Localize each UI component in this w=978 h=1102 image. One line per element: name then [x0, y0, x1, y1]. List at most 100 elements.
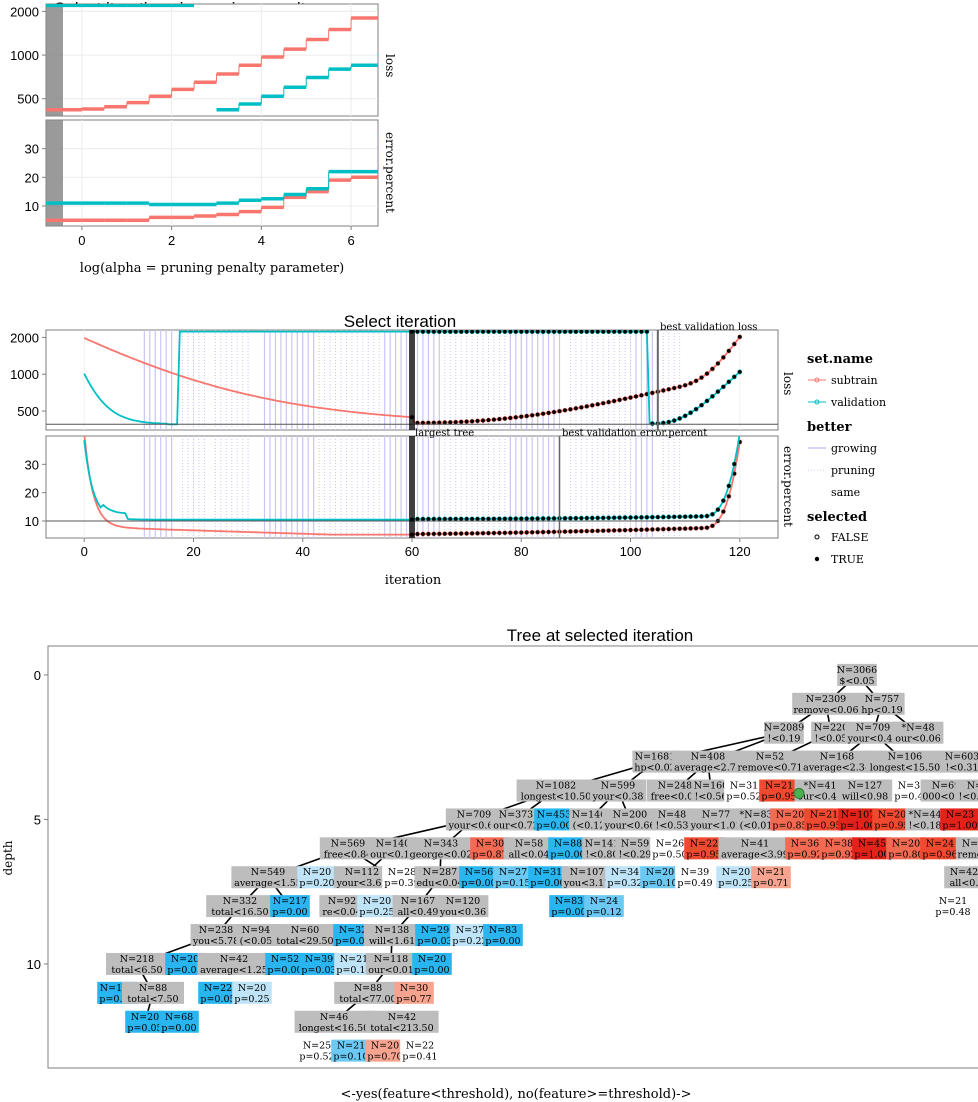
tree-node-split: p=0.80 [888, 849, 923, 860]
tree-node-box [819, 837, 859, 860]
validation-error-point [535, 516, 541, 521]
tree-node-count: N=140 [376, 838, 410, 849]
tree-node-split: p=0.95 [761, 792, 796, 803]
tree-node: N=21p=0.95 [804, 808, 844, 831]
tree-node-count: N=106 [888, 752, 922, 763]
tree-node-split: all<0.04 [509, 849, 550, 860]
tree-node-count: N=569 [331, 838, 365, 849]
tree-node-box [297, 1039, 337, 1062]
validation-error-point [486, 516, 491, 522]
tree-node-count: N=127 [848, 781, 882, 792]
chart1-selected-band-loss [46, 4, 63, 116]
tree-node-box [933, 895, 973, 918]
tree-node: N=21p=0.71 [751, 866, 791, 889]
tree-node-count: N=26 [656, 838, 684, 849]
tree-node-split: remove<0.06 [794, 705, 859, 716]
y-tick-label: 20 [25, 486, 39, 501]
tree-node-box [691, 779, 731, 802]
tree-node-split: !<0.53 [656, 820, 689, 831]
tree-node-count: N=58 [515, 838, 543, 849]
legend-better-title: better [807, 420, 852, 435]
validation-loss-point [524, 330, 530, 335]
validation-error-point [628, 515, 633, 520]
tree-node-split: p=1.00 [854, 849, 889, 860]
chart2-title: Select iteration [344, 312, 456, 331]
tree-node-count: N=21 [939, 896, 967, 907]
subtrain-loss-point [622, 396, 628, 402]
validation-loss-point [737, 369, 743, 375]
validation-loss-point [486, 330, 491, 335]
subtrain-error-point [518, 530, 524, 535]
tree-node-split: p=0.00 [267, 965, 302, 976]
tree-node-split: (<0.05 [240, 936, 273, 947]
tree-node-box [331, 1039, 371, 1062]
tree-node: N=22p=0.95 [684, 837, 724, 860]
tree-node-count: N=20 [878, 809, 906, 820]
tree-node-box [800, 750, 874, 773]
tree-node-split: !<0.80 [586, 849, 619, 860]
subtrain-error-point [628, 527, 633, 533]
tree-node-box [490, 808, 542, 831]
validation-error-point [606, 515, 612, 521]
subtrain-loss-point [715, 360, 721, 366]
tree-node: N=146(<0.12 [569, 808, 609, 831]
validation-error-point [496, 516, 502, 522]
tree-node-count: N=2309 [806, 694, 846, 705]
subtrain-loss-point [671, 385, 677, 391]
validation-error-point [693, 514, 699, 519]
tree-node-box [503, 837, 555, 860]
validation-loss-point [688, 410, 694, 416]
tree-node-split: our<0.06 [895, 734, 941, 745]
tree-node-count: N=709 [856, 723, 890, 734]
validation-loss-point [447, 330, 453, 335]
tree-node: N=20p=0.20 [297, 866, 337, 889]
subtrain-loss-point [688, 380, 694, 386]
x-tick-label: 40 [296, 544, 310, 559]
y-tick-label: 20 [25, 170, 39, 185]
tree-node-count: N=20 [646, 867, 674, 878]
tree-node-box [414, 866, 466, 889]
validation-error-point [633, 514, 639, 520]
tree-node-split: p=0.25 [718, 878, 753, 889]
tree-node-box [671, 750, 745, 773]
tree-node-split: p=0.00 [414, 965, 449, 976]
subtrain-loss-point [502, 416, 508, 422]
tree-node-count: N=60 [291, 925, 319, 936]
chart1-axes: 0 2 4 6 500 1000 2000 10 20 30 [10, 4, 355, 248]
subtrain-loss-point [573, 405, 579, 411]
tree-node-count: N=88 [139, 983, 167, 994]
tree-node-box [736, 808, 776, 831]
validation-error-point [507, 516, 513, 522]
validation-loss-point [458, 330, 464, 335]
tree-node-count: N=20 [722, 867, 750, 878]
tree-node-count: N=56 [465, 867, 493, 878]
subtrain-error-point [420, 531, 426, 537]
subtrain-error-point [529, 529, 535, 535]
validation-loss-point [611, 330, 617, 335]
validation-error-point [738, 431, 742, 435]
tree-node-count: N=218 [120, 954, 154, 965]
tree-node-split: !<0.05 [815, 734, 848, 745]
legend-false-point [814, 534, 820, 540]
tree-node: N=88p=0.00 [548, 837, 588, 860]
tree-node-count: N=31 [730, 781, 758, 792]
tree-node-count: *N=48 [901, 723, 934, 734]
validation-error-point [704, 513, 710, 519]
validation-loss-point [677, 416, 683, 421]
tree-node: N=83p=0.00 [549, 895, 589, 918]
tree-node: N=22p=0.05 [198, 981, 238, 1005]
subtrain-loss-point [578, 404, 584, 410]
tree-node: *N=44!<0.18 [905, 808, 945, 831]
tree-node-box [718, 837, 792, 860]
validation-loss-point [518, 330, 524, 335]
